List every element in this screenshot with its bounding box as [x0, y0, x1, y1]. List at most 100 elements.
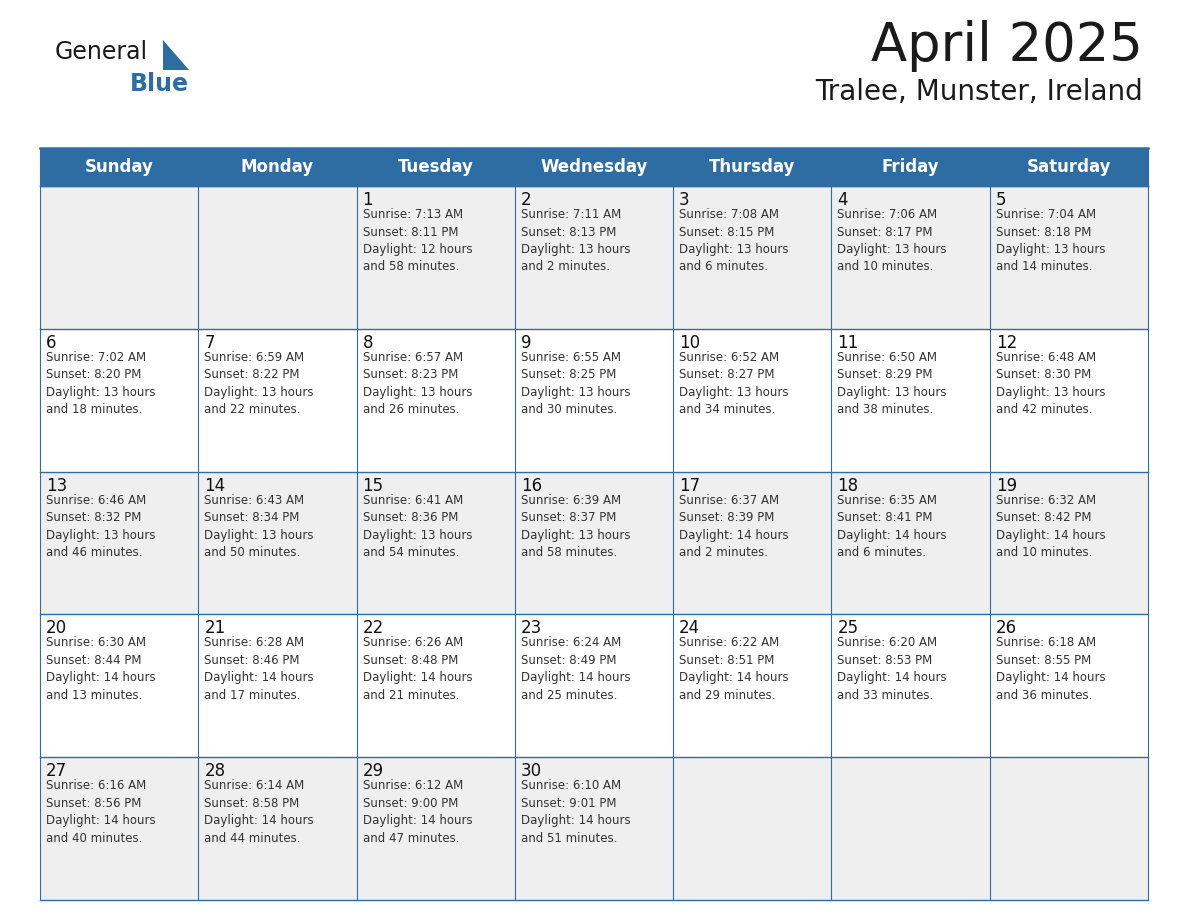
Text: 19: 19 — [996, 476, 1017, 495]
Bar — [674, 472, 832, 614]
Text: 16: 16 — [520, 476, 542, 495]
Text: Sunday: Sunday — [84, 158, 153, 176]
Text: 15: 15 — [362, 476, 384, 495]
Text: 7: 7 — [204, 334, 215, 352]
Text: 22: 22 — [362, 620, 384, 637]
Text: 27: 27 — [46, 762, 68, 780]
Bar — [832, 329, 990, 472]
Text: 26: 26 — [996, 620, 1017, 637]
Bar — [990, 472, 1148, 614]
Text: Sunrise: 7:06 AM
Sunset: 8:17 PM
Daylight: 13 hours
and 10 minutes.: Sunrise: 7:06 AM Sunset: 8:17 PM Dayligh… — [838, 208, 947, 274]
Text: Sunrise: 6:30 AM
Sunset: 8:44 PM
Daylight: 14 hours
and 13 minutes.: Sunrise: 6:30 AM Sunset: 8:44 PM Dayligh… — [46, 636, 156, 702]
Text: 1: 1 — [362, 191, 373, 209]
Text: Blue: Blue — [129, 72, 189, 96]
Bar — [514, 186, 674, 329]
Bar — [832, 614, 990, 757]
Text: April 2025: April 2025 — [871, 20, 1143, 72]
Text: Friday: Friday — [881, 158, 940, 176]
Bar — [674, 186, 832, 329]
Text: Sunrise: 7:13 AM
Sunset: 8:11 PM
Daylight: 12 hours
and 58 minutes.: Sunrise: 7:13 AM Sunset: 8:11 PM Dayligh… — [362, 208, 472, 274]
Bar — [198, 472, 356, 614]
Text: Sunrise: 7:02 AM
Sunset: 8:20 PM
Daylight: 13 hours
and 18 minutes.: Sunrise: 7:02 AM Sunset: 8:20 PM Dayligh… — [46, 351, 156, 416]
Text: 10: 10 — [680, 334, 700, 352]
Bar — [40, 472, 198, 614]
Text: 28: 28 — [204, 762, 226, 780]
Text: Sunrise: 6:41 AM
Sunset: 8:36 PM
Daylight: 13 hours
and 54 minutes.: Sunrise: 6:41 AM Sunset: 8:36 PM Dayligh… — [362, 494, 472, 559]
Text: Sunrise: 6:24 AM
Sunset: 8:49 PM
Daylight: 14 hours
and 25 minutes.: Sunrise: 6:24 AM Sunset: 8:49 PM Dayligh… — [520, 636, 631, 702]
Bar — [514, 329, 674, 472]
Text: 25: 25 — [838, 620, 859, 637]
Text: 29: 29 — [362, 762, 384, 780]
Bar — [514, 757, 674, 900]
Text: 21: 21 — [204, 620, 226, 637]
Bar — [674, 329, 832, 472]
Text: Sunrise: 6:57 AM
Sunset: 8:23 PM
Daylight: 13 hours
and 26 minutes.: Sunrise: 6:57 AM Sunset: 8:23 PM Dayligh… — [362, 351, 472, 416]
Text: 20: 20 — [46, 620, 68, 637]
Text: Thursday: Thursday — [709, 158, 796, 176]
Text: Monday: Monday — [241, 158, 314, 176]
Bar — [356, 757, 514, 900]
Bar — [40, 329, 198, 472]
Text: 23: 23 — [520, 620, 542, 637]
Text: 18: 18 — [838, 476, 859, 495]
Text: Sunrise: 6:16 AM
Sunset: 8:56 PM
Daylight: 14 hours
and 40 minutes.: Sunrise: 6:16 AM Sunset: 8:56 PM Dayligh… — [46, 779, 156, 845]
Bar — [40, 757, 198, 900]
Bar — [356, 329, 514, 472]
Text: Wednesday: Wednesday — [541, 158, 647, 176]
Bar — [990, 329, 1148, 472]
Bar — [832, 757, 990, 900]
Text: Sunrise: 6:55 AM
Sunset: 8:25 PM
Daylight: 13 hours
and 30 minutes.: Sunrise: 6:55 AM Sunset: 8:25 PM Dayligh… — [520, 351, 631, 416]
Bar — [198, 186, 356, 329]
Text: 8: 8 — [362, 334, 373, 352]
Text: 6: 6 — [46, 334, 57, 352]
Polygon shape — [163, 40, 189, 70]
Text: Sunrise: 6:28 AM
Sunset: 8:46 PM
Daylight: 14 hours
and 17 minutes.: Sunrise: 6:28 AM Sunset: 8:46 PM Dayligh… — [204, 636, 314, 702]
Text: 2: 2 — [520, 191, 531, 209]
Bar — [356, 186, 514, 329]
Text: 5: 5 — [996, 191, 1006, 209]
Text: Sunrise: 6:39 AM
Sunset: 8:37 PM
Daylight: 13 hours
and 58 minutes.: Sunrise: 6:39 AM Sunset: 8:37 PM Dayligh… — [520, 494, 631, 559]
Text: 11: 11 — [838, 334, 859, 352]
Text: 12: 12 — [996, 334, 1017, 352]
Text: Sunrise: 6:14 AM
Sunset: 8:58 PM
Daylight: 14 hours
and 44 minutes.: Sunrise: 6:14 AM Sunset: 8:58 PM Dayligh… — [204, 779, 314, 845]
Text: Sunrise: 6:59 AM
Sunset: 8:22 PM
Daylight: 13 hours
and 22 minutes.: Sunrise: 6:59 AM Sunset: 8:22 PM Dayligh… — [204, 351, 314, 416]
Bar — [832, 186, 990, 329]
Text: General: General — [55, 40, 148, 64]
Bar — [198, 614, 356, 757]
Text: Sunrise: 6:35 AM
Sunset: 8:41 PM
Daylight: 14 hours
and 6 minutes.: Sunrise: 6:35 AM Sunset: 8:41 PM Dayligh… — [838, 494, 947, 559]
Text: Sunrise: 6:43 AM
Sunset: 8:34 PM
Daylight: 13 hours
and 50 minutes.: Sunrise: 6:43 AM Sunset: 8:34 PM Dayligh… — [204, 494, 314, 559]
Text: 9: 9 — [520, 334, 531, 352]
Text: Sunrise: 6:32 AM
Sunset: 8:42 PM
Daylight: 14 hours
and 10 minutes.: Sunrise: 6:32 AM Sunset: 8:42 PM Dayligh… — [996, 494, 1105, 559]
Bar — [674, 757, 832, 900]
Text: Sunrise: 6:12 AM
Sunset: 9:00 PM
Daylight: 14 hours
and 47 minutes.: Sunrise: 6:12 AM Sunset: 9:00 PM Dayligh… — [362, 779, 472, 845]
Text: Sunrise: 7:04 AM
Sunset: 8:18 PM
Daylight: 13 hours
and 14 minutes.: Sunrise: 7:04 AM Sunset: 8:18 PM Dayligh… — [996, 208, 1105, 274]
Bar — [990, 757, 1148, 900]
Text: 3: 3 — [680, 191, 690, 209]
Bar — [514, 614, 674, 757]
Text: Sunrise: 6:22 AM
Sunset: 8:51 PM
Daylight: 14 hours
and 29 minutes.: Sunrise: 6:22 AM Sunset: 8:51 PM Dayligh… — [680, 636, 789, 702]
Bar — [198, 757, 356, 900]
Text: Sunrise: 7:08 AM
Sunset: 8:15 PM
Daylight: 13 hours
and 6 minutes.: Sunrise: 7:08 AM Sunset: 8:15 PM Dayligh… — [680, 208, 789, 274]
Text: Sunrise: 6:50 AM
Sunset: 8:29 PM
Daylight: 13 hours
and 38 minutes.: Sunrise: 6:50 AM Sunset: 8:29 PM Dayligh… — [838, 351, 947, 416]
Bar — [356, 614, 514, 757]
Text: 24: 24 — [680, 620, 700, 637]
Text: 30: 30 — [520, 762, 542, 780]
Bar — [514, 472, 674, 614]
Text: 14: 14 — [204, 476, 226, 495]
Text: Sunrise: 6:20 AM
Sunset: 8:53 PM
Daylight: 14 hours
and 33 minutes.: Sunrise: 6:20 AM Sunset: 8:53 PM Dayligh… — [838, 636, 947, 702]
Text: Sunrise: 6:48 AM
Sunset: 8:30 PM
Daylight: 13 hours
and 42 minutes.: Sunrise: 6:48 AM Sunset: 8:30 PM Dayligh… — [996, 351, 1105, 416]
Bar — [40, 614, 198, 757]
Text: Sunrise: 6:18 AM
Sunset: 8:55 PM
Daylight: 14 hours
and 36 minutes.: Sunrise: 6:18 AM Sunset: 8:55 PM Dayligh… — [996, 636, 1105, 702]
Text: Sunrise: 6:46 AM
Sunset: 8:32 PM
Daylight: 13 hours
and 46 minutes.: Sunrise: 6:46 AM Sunset: 8:32 PM Dayligh… — [46, 494, 156, 559]
Text: Sunrise: 6:10 AM
Sunset: 9:01 PM
Daylight: 14 hours
and 51 minutes.: Sunrise: 6:10 AM Sunset: 9:01 PM Dayligh… — [520, 779, 631, 845]
Text: Tralee, Munster, Ireland: Tralee, Munster, Ireland — [815, 78, 1143, 106]
Text: 17: 17 — [680, 476, 700, 495]
Text: Sunrise: 6:26 AM
Sunset: 8:48 PM
Daylight: 14 hours
and 21 minutes.: Sunrise: 6:26 AM Sunset: 8:48 PM Dayligh… — [362, 636, 472, 702]
Text: 13: 13 — [46, 476, 68, 495]
Bar — [356, 472, 514, 614]
Text: Tuesday: Tuesday — [398, 158, 474, 176]
Text: Sunrise: 7:11 AM
Sunset: 8:13 PM
Daylight: 13 hours
and 2 minutes.: Sunrise: 7:11 AM Sunset: 8:13 PM Dayligh… — [520, 208, 631, 274]
Bar — [674, 614, 832, 757]
Bar — [832, 472, 990, 614]
Text: Sunrise: 6:52 AM
Sunset: 8:27 PM
Daylight: 13 hours
and 34 minutes.: Sunrise: 6:52 AM Sunset: 8:27 PM Dayligh… — [680, 351, 789, 416]
